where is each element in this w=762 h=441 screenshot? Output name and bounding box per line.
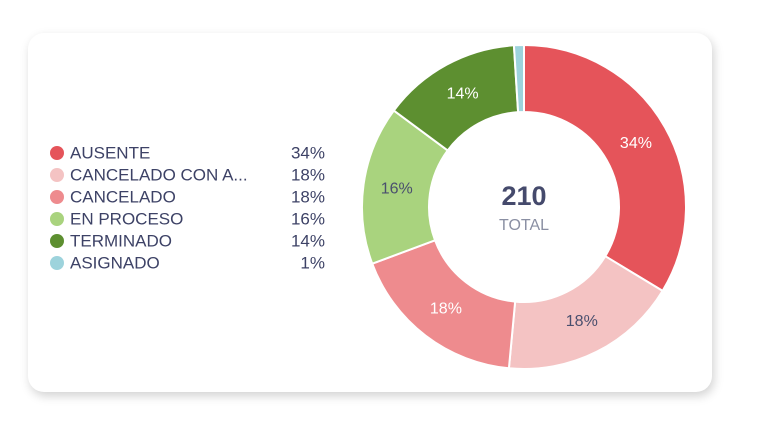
- legend-label: CANCELADO: [70, 187, 176, 206]
- legend-value: 1%: [300, 253, 325, 272]
- legend-label: AUSENTE: [70, 143, 150, 162]
- slice-label: 14%: [447, 85, 479, 102]
- legend-label: EN PROCESO: [70, 209, 183, 228]
- slice-label: 18%: [566, 313, 598, 330]
- legend-label: TERMINADO: [70, 231, 172, 250]
- slice-label: 34%: [620, 135, 652, 152]
- slice-label: 16%: [381, 180, 413, 197]
- donut-slice: [512, 43, 525, 114]
- legend-dot: [50, 234, 64, 248]
- total-label: TOTAL: [499, 217, 549, 234]
- legend-dot: [50, 190, 64, 204]
- legend-value: 34%: [291, 143, 325, 162]
- legend-dot: [50, 212, 64, 226]
- legend-label: ASIGNADO: [70, 253, 160, 272]
- total-value: 210: [501, 181, 546, 211]
- legend-value: 16%: [291, 209, 325, 228]
- legend-value: 18%: [291, 165, 325, 184]
- legend-label: CANCELADO CON A...: [70, 165, 248, 184]
- legend-value: 18%: [291, 187, 325, 206]
- legend-dot: [50, 256, 64, 270]
- legend-dot: [50, 168, 64, 182]
- donut-slice: [523, 43, 687, 293]
- slice-label: 18%: [430, 300, 462, 317]
- legend-value: 14%: [291, 231, 325, 250]
- legend-dot: [50, 146, 64, 160]
